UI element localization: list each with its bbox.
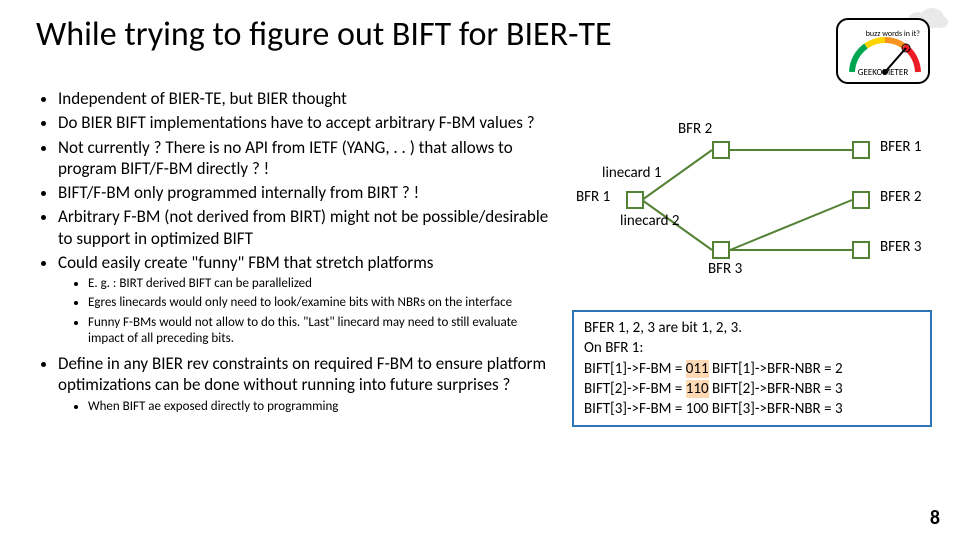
bullet-6c: Funny F-BMs would not allow to do this. …: [88, 315, 556, 348]
bift-infobox: BFER 1, 2, 3 are bit 1, 2, 3. On BFR 1: …: [572, 310, 932, 427]
label-bfr2: BFR 2: [678, 120, 712, 138]
label-bfr1: BFR 1: [576, 188, 610, 206]
bullet-3: Not currently ? There is no API from IET…: [58, 137, 556, 180]
geekometer-gauge: buzz words in it? GEEKOMETER: [836, 18, 930, 84]
bullet-7a: When BIFT ae exposed directly to program…: [88, 399, 556, 415]
bullet-6a: E. g. : BIRT derived BIFT can be paralle…: [88, 276, 556, 292]
node-bfr2: [712, 141, 730, 159]
page-number: 8: [930, 506, 940, 530]
label-linecard1: linecard 1: [602, 164, 662, 182]
gauge-bottom-label: GEEKOMETER: [838, 67, 928, 78]
bullet-2: Do BIER BIFT implementations have to acc…: [58, 112, 556, 133]
bullet-7: Define in any BIER rev constraints on re…: [58, 353, 556, 396]
node-bfr1: [626, 191, 644, 209]
node-bfer3: [852, 241, 870, 259]
label-bfr3: BFR 3: [708, 260, 742, 278]
label-linecard2: linecard 2: [620, 212, 680, 230]
bullet-1: Independent of BIER-TE, but BIER thought: [58, 88, 556, 109]
infobox-row1: BIFT[1]->F-BM = 011 BIFT[1]->BFR-NBR = 2: [584, 359, 920, 379]
node-bfer1: [852, 141, 870, 159]
bullet-5: Arbitrary F-BM (not derived from BIRT) m…: [58, 206, 556, 249]
bullet-6b: Egres linecards would only need to look/…: [88, 295, 556, 311]
bullet-4: BIFT/F-BM only programmed internally fro…: [58, 182, 556, 203]
infobox-row2: BIFT[2]->F-BM = 110 BIFT[2]->BFR-NBR = 3: [584, 379, 920, 399]
infobox-row3: BIFT[3]->F-BM = 100 BIFT[3]->BFR-NBR = 3: [584, 399, 920, 419]
bullet-list: Independent of BIER-TE, but BIER thought…: [36, 88, 556, 421]
node-bfr3: [712, 241, 730, 259]
gauge-top-label: buzz words in it?: [866, 30, 920, 38]
node-bfer2: [852, 191, 870, 209]
infobox-line2: On BFR 1:: [584, 338, 920, 358]
label-bfer1: BFER 1: [880, 138, 922, 156]
network-diagram: BFR 1 linecard 1 linecard 2 BFR 2 BFR 3 …: [572, 126, 942, 296]
infobox-line1: BFER 1, 2, 3 are bit 1, 2, 3.: [584, 318, 920, 338]
label-bfer3: BFER 3: [880, 238, 922, 256]
bullet-6: Could easily create "funny" FBM that str…: [58, 252, 556, 273]
page-title: While trying to figure out BIFT for BIER…: [36, 14, 612, 55]
label-bfer2: BFER 2: [880, 188, 922, 206]
